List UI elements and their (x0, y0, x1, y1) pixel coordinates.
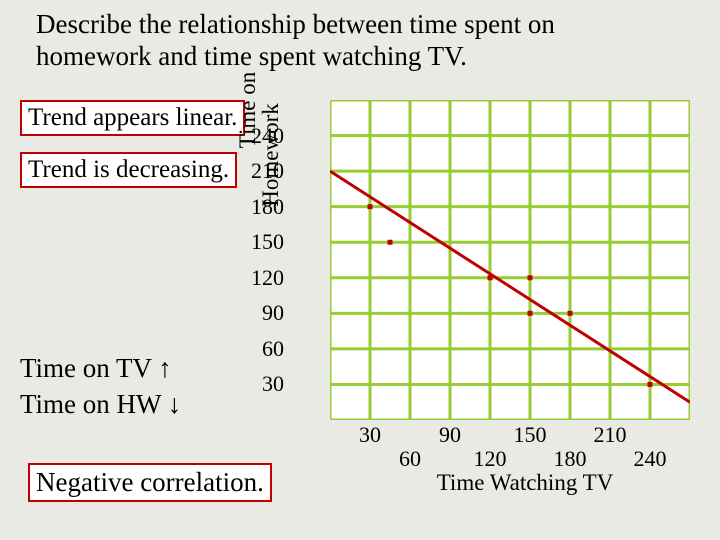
y-tick-label: 30 (250, 371, 284, 397)
x-tick-label: 30 (350, 422, 390, 448)
scatter-chart: Time on Homework Time Watching TV 240210… (260, 100, 710, 520)
x-tick-label: 240 (630, 446, 670, 472)
callout-negative-correlation: Negative correlation. (28, 463, 272, 502)
arrow-tv-up: Time on TV ↑ (20, 350, 181, 386)
y-tick-label: 150 (250, 229, 284, 255)
question-title: Describe the relationship between time s… (36, 8, 676, 73)
x-tick-label: 60 (390, 446, 430, 472)
callout-linear: Trend appears linear. (20, 100, 245, 136)
x-axis-title: Time Watching TV (375, 470, 675, 496)
y-tick-label: 90 (250, 300, 284, 326)
y-tick-label: 210 (250, 158, 284, 184)
arrow-hw-down: Time on HW ↓ (20, 386, 181, 422)
x-tick-label: 150 (510, 422, 550, 448)
x-tick-label: 120 (470, 446, 510, 472)
x-tick-label: 180 (550, 446, 590, 472)
y-tick-label: 180 (250, 194, 284, 220)
callout-decreasing: Trend is decreasing. (20, 152, 237, 188)
y-tick-label: 120 (250, 265, 284, 291)
x-tick-label: 90 (430, 422, 470, 448)
y-tick-label: 240 (250, 123, 284, 149)
plot-area (330, 100, 690, 420)
x-tick-label: 210 (590, 422, 630, 448)
arrow-annotations: Time on TV ↑ Time on HW ↓ (20, 350, 181, 423)
y-tick-label: 60 (250, 336, 284, 362)
